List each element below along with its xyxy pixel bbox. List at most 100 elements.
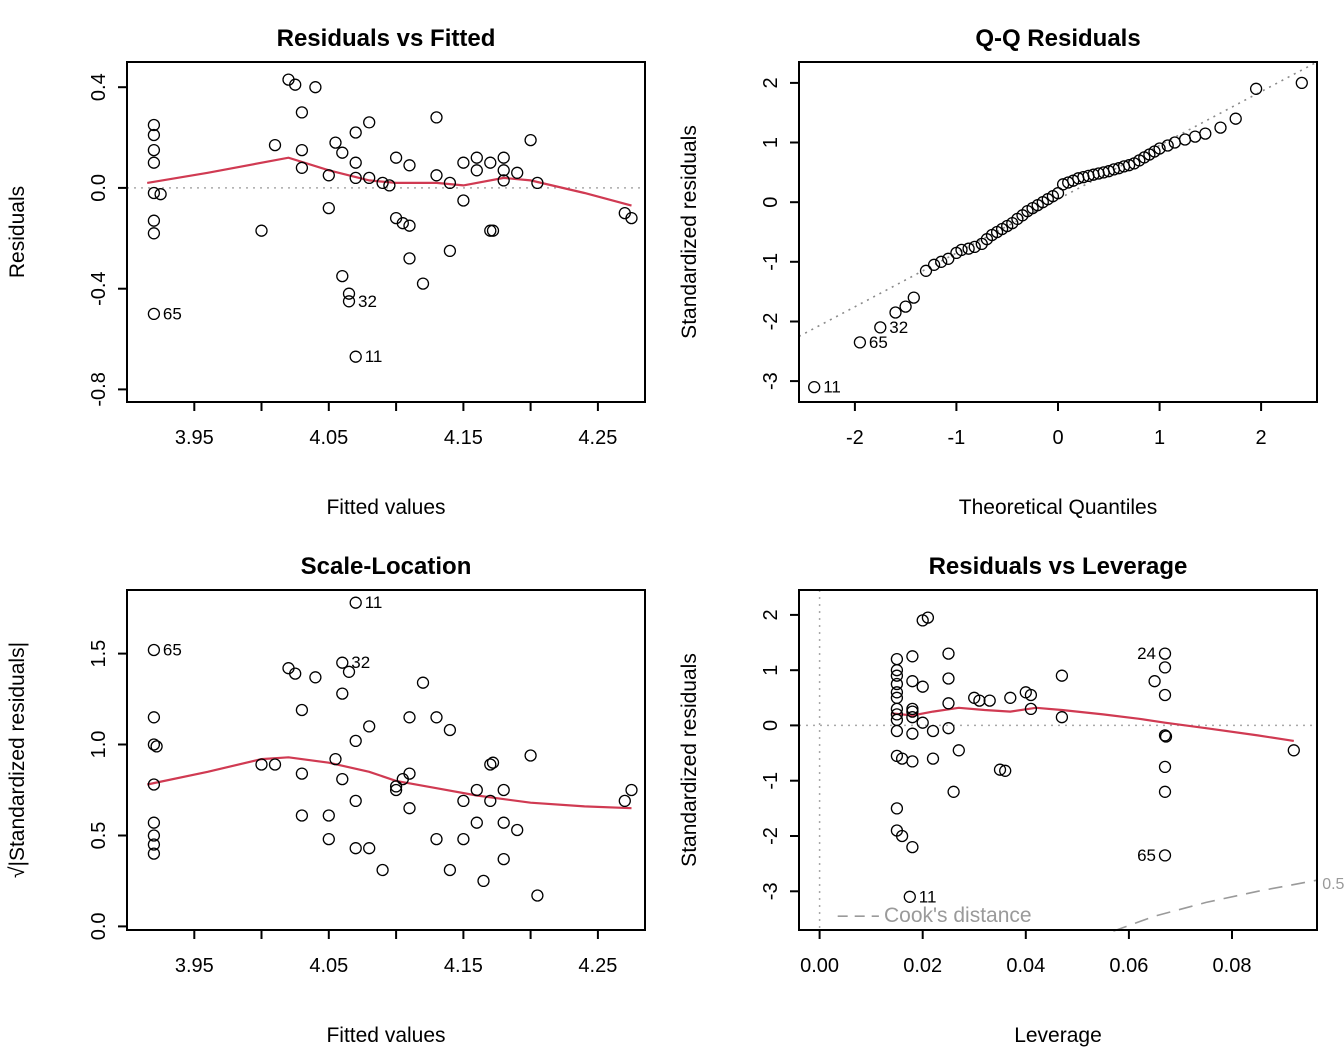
data-point — [477, 874, 490, 888]
data-point — [952, 744, 965, 757]
data-point — [389, 780, 403, 793]
data-point — [443, 863, 457, 877]
outlier-label: 65 — [869, 333, 888, 352]
data-point — [889, 306, 902, 319]
data-point — [470, 816, 483, 829]
data-point — [383, 179, 396, 192]
data-point — [935, 255, 948, 268]
data-point — [342, 287, 356, 300]
data-point — [403, 767, 416, 780]
x-tick-label: 0.08 — [1213, 955, 1252, 977]
data-point — [470, 783, 483, 797]
x-tick-label: 2 — [1256, 427, 1267, 449]
smooth-line — [891, 706, 1294, 742]
data-point — [457, 194, 470, 207]
outlier-point — [349, 350, 362, 363]
data-point — [1159, 730, 1173, 743]
data-point — [890, 677, 904, 691]
data-point — [1024, 702, 1038, 716]
data-point — [309, 671, 322, 684]
data-point — [457, 794, 470, 808]
data-point — [497, 783, 510, 797]
data-point — [1249, 82, 1263, 95]
data-point — [524, 133, 537, 147]
data-point — [470, 151, 483, 164]
data-point — [1188, 130, 1202, 143]
data-point — [625, 783, 638, 797]
outlier-label: 11 — [365, 347, 383, 366]
data-point — [973, 694, 986, 707]
annotation: 0.5 — [1322, 876, 1344, 893]
outlier-point — [853, 336, 867, 349]
data-point — [147, 214, 161, 227]
data-point — [403, 159, 416, 172]
x-tick-label: 4.25 — [578, 955, 617, 977]
data-point — [255, 224, 268, 237]
data-point — [403, 711, 416, 724]
data-point — [906, 755, 919, 768]
data-point — [295, 106, 309, 119]
outlier-label: 65 — [163, 641, 182, 660]
data-point — [1148, 675, 1161, 688]
data-point — [150, 740, 163, 753]
outlier-label: 65 — [1137, 846, 1156, 865]
data-point — [309, 81, 322, 94]
plot-box — [798, 589, 1318, 931]
data-point — [531, 889, 544, 902]
data-point — [497, 151, 510, 164]
y-tick-label: 1 — [760, 665, 782, 676]
data-point — [926, 724, 940, 738]
data-point — [919, 264, 933, 277]
data-point — [1158, 760, 1172, 774]
x-tick-label: 0.02 — [903, 955, 942, 977]
data-point — [531, 176, 544, 190]
x-tick-label: 0.00 — [800, 955, 839, 977]
y-axis-label: Standardized residuals — [678, 125, 701, 339]
smooth-line — [147, 156, 632, 207]
residuals-vs-leverage-panel: 24 65 11 0.00 0.02 0.04 0.06 0.08 -3 -2 -1 0 1 2 Resid… — [678, 553, 1344, 1047]
data-point — [890, 686, 904, 699]
data-point — [1153, 142, 1166, 155]
y-tick-label: -2 — [760, 313, 782, 331]
y-tick-label: 1 — [760, 137, 782, 148]
data-point — [1122, 159, 1136, 172]
data-point — [906, 711, 919, 724]
data-point — [295, 703, 309, 717]
data-point — [376, 863, 389, 877]
data-point — [147, 816, 161, 829]
x-axis-label: Fitted values — [326, 1024, 445, 1047]
data-point — [890, 664, 904, 677]
panel-title: Scale-Location — [301, 553, 472, 580]
y-tick-label: 0.4 — [88, 73, 110, 101]
y-tick-label: -0.4 — [88, 271, 110, 305]
x-tick-label: 4.15 — [444, 427, 483, 449]
data-point — [890, 652, 904, 666]
data-point — [349, 156, 362, 169]
y-tick-label: 0.0 — [88, 174, 110, 202]
outlier-point — [1158, 647, 1172, 660]
panel-title: Q-Q Residuals — [975, 25, 1140, 52]
x-tick-label: 3.95 — [175, 427, 214, 449]
y-tick-label: 0.5 — [88, 822, 110, 850]
data-point — [993, 763, 1007, 776]
x-axis-label: Leverage — [1014, 1024, 1102, 1047]
data-point — [1158, 688, 1172, 702]
y-tick-label: -1 — [760, 772, 782, 790]
data-point — [486, 756, 500, 769]
data-point — [484, 794, 497, 808]
x-tick-label: 1 — [1154, 427, 1165, 449]
data-point — [289, 78, 302, 91]
y-tick-label: 2 — [760, 77, 782, 88]
data-point — [906, 840, 919, 854]
y-axis-label: √|Standardized residuals| — [6, 642, 29, 878]
outlier-label: 32 — [358, 292, 377, 311]
data-point — [1024, 688, 1038, 702]
data-point — [999, 764, 1012, 777]
x-tick-label: 0 — [1052, 427, 1063, 449]
outlier-point — [874, 321, 887, 334]
data-point — [147, 711, 161, 724]
data-point — [376, 176, 389, 190]
data-point — [457, 832, 470, 846]
data-point — [255, 758, 268, 771]
